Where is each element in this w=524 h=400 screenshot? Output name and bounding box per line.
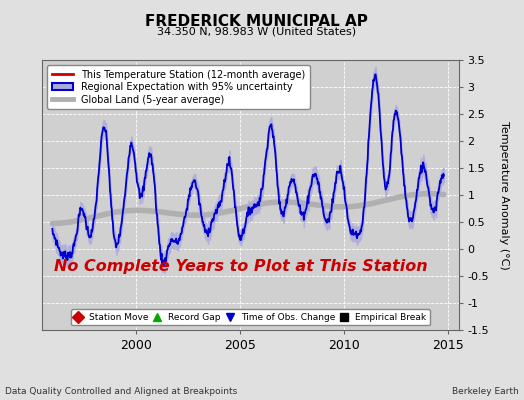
- Text: No Complete Years to Plot at This Station: No Complete Years to Plot at This Statio…: [54, 258, 428, 274]
- Text: 34.350 N, 98.983 W (United States): 34.350 N, 98.983 W (United States): [157, 26, 356, 36]
- Y-axis label: Temperature Anomaly (°C): Temperature Anomaly (°C): [499, 121, 509, 269]
- Text: Data Quality Controlled and Aligned at Breakpoints: Data Quality Controlled and Aligned at B…: [5, 387, 237, 396]
- Text: Berkeley Earth: Berkeley Earth: [452, 387, 519, 396]
- Text: FREDERICK MUNICIPAL AP: FREDERICK MUNICIPAL AP: [145, 14, 368, 29]
- Legend: Station Move, Record Gap, Time of Obs. Change, Empirical Break: Station Move, Record Gap, Time of Obs. C…: [71, 309, 430, 326]
